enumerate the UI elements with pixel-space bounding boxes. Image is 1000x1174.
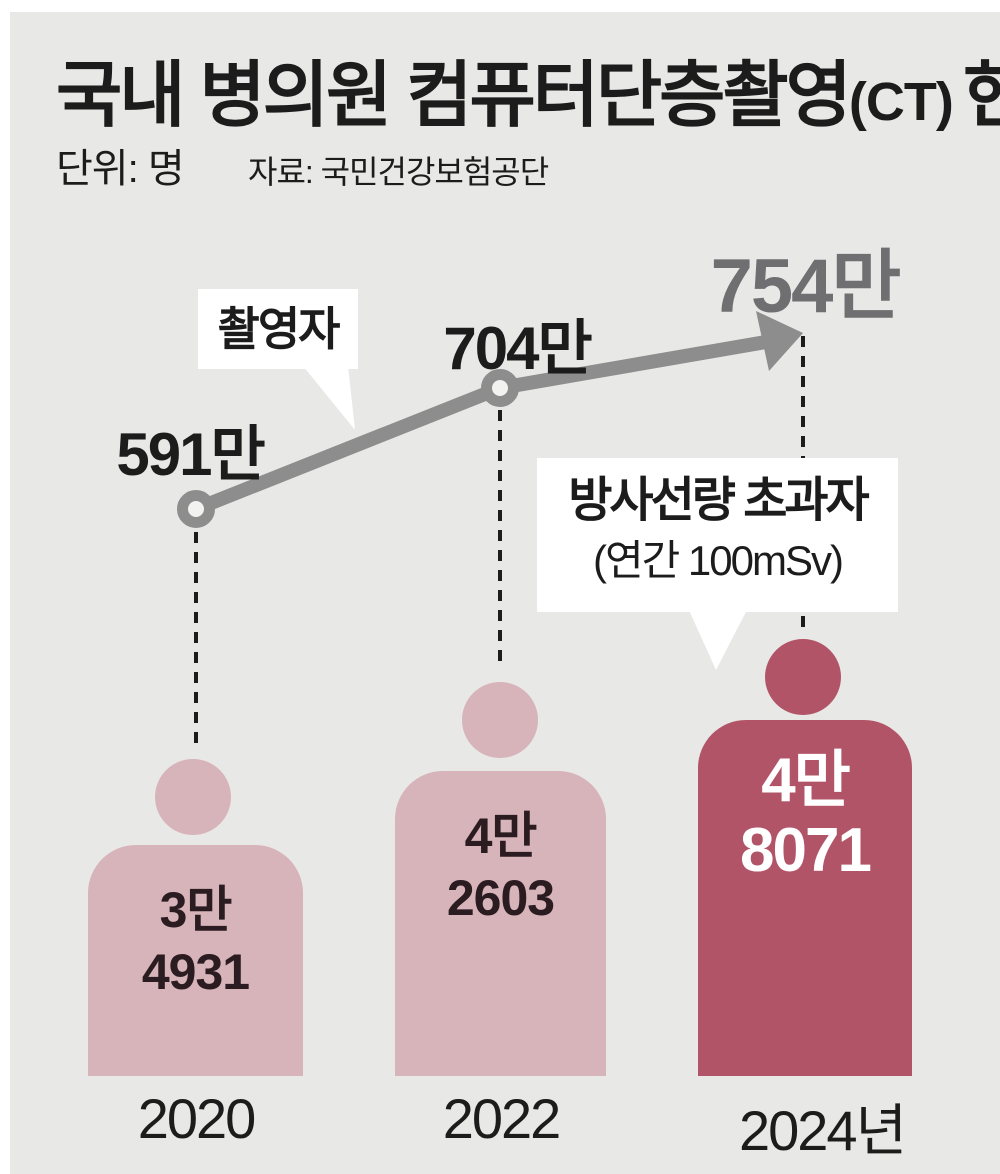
point-label-2020: 591만 xyxy=(116,421,265,488)
year-label-2022: 2022 xyxy=(442,1087,562,1150)
callout-shooters-label: 촬영자 xyxy=(217,303,341,355)
person-body: 4만 8071 xyxy=(698,720,912,1076)
trend-arrowhead-icon xyxy=(756,311,803,371)
figure-value-bottom: 8071 xyxy=(740,816,872,885)
person-head-icon xyxy=(462,682,538,758)
callout-exceeders-subtitle: (연간 100mSv) xyxy=(593,537,844,584)
figure-value-bottom: 2603 xyxy=(446,870,555,926)
callout-shooters-tail xyxy=(303,366,355,430)
source-label: 자료: 국민건강보험공단 xyxy=(248,154,549,190)
figure-value-top: 3만 xyxy=(159,882,233,938)
figure-value-bottom: 4931 xyxy=(141,944,250,1000)
chart-title-paren: (CT) xyxy=(848,72,954,132)
year-label-2024: 2024년 xyxy=(738,1099,907,1162)
figure-value-top: 4만 xyxy=(464,808,538,864)
marker-2022 xyxy=(481,369,519,407)
unit-label: 단위: 명 xyxy=(56,147,185,191)
person-body: 4만 2603 xyxy=(395,771,606,1076)
point-label-2022: 704만 xyxy=(443,315,592,382)
callout-shooters: 촬영자 xyxy=(198,289,358,369)
chart-title: 국내 병의원 컴퓨터단층촬영(CT)현황 xyxy=(56,36,1000,141)
marker-2020 xyxy=(177,490,215,528)
point-label-2024: 754만 xyxy=(710,244,902,329)
callout-exceeders: 방사선량 초과자 (연간 100mSv) xyxy=(537,458,898,612)
person-head-icon xyxy=(765,639,841,715)
year-label-2020: 2020 xyxy=(137,1087,257,1150)
person-body: 3만 4931 xyxy=(88,845,303,1076)
person-head-icon xyxy=(155,759,231,835)
figure-value-top: 4만 xyxy=(761,746,851,815)
callout-exceeders-tail xyxy=(688,608,748,670)
chart-title-tail: 현황 xyxy=(962,56,1000,136)
chart-title-main: 국내 병의원 컴퓨터단층촬영 xyxy=(56,56,852,136)
callout-exceeders-title: 방사선량 초과자 xyxy=(568,474,869,527)
